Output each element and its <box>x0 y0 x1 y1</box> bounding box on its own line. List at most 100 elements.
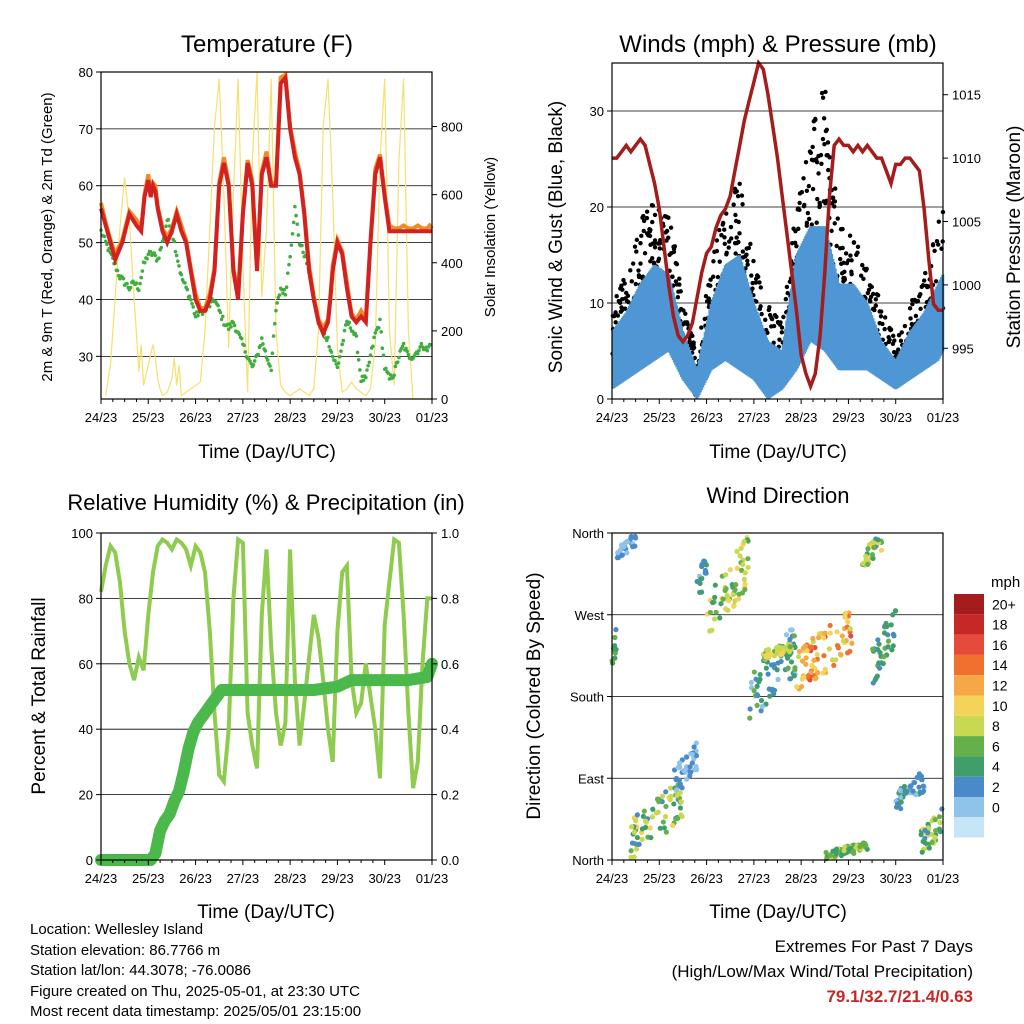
direction-point <box>707 609 713 616</box>
temperature-ytick-label: 80 <box>79 65 93 80</box>
gust-point <box>784 284 790 290</box>
dewpoint-point <box>239 336 244 341</box>
gust-point <box>754 299 759 304</box>
gust-point <box>778 320 783 325</box>
winds-ytick-right-label: 995 <box>952 341 974 356</box>
temperature-ytick-label: 30 <box>79 349 93 364</box>
dewpoint-point <box>185 287 190 292</box>
gust-point <box>668 225 674 230</box>
gust-point <box>649 256 655 261</box>
direction-point <box>675 765 681 771</box>
dewpoint-point <box>145 256 149 261</box>
gust-point <box>930 243 936 248</box>
gust-point <box>915 298 921 304</box>
direction-point <box>869 552 876 558</box>
direction-point <box>845 619 851 625</box>
humidity-title: Relative Humidity (%) & Precipitation (i… <box>67 490 464 515</box>
gust-point <box>620 287 625 292</box>
gust-point <box>907 306 913 311</box>
direction-point <box>660 819 666 825</box>
gust-point <box>866 287 872 293</box>
gust-point <box>898 338 904 344</box>
direction-point <box>792 665 798 671</box>
direction-point <box>791 633 797 639</box>
direction-point <box>813 675 819 681</box>
gust-point <box>647 233 653 239</box>
direction-point <box>926 845 932 851</box>
gust-point <box>652 238 658 243</box>
direction-point <box>802 643 809 649</box>
gust-point <box>638 261 643 266</box>
gust-point <box>910 301 915 307</box>
direction-point <box>822 630 828 636</box>
gust-point <box>849 258 854 263</box>
direction-point <box>642 824 649 831</box>
dewpoint-point <box>216 303 220 308</box>
speed-colorbar: 20+ 18 16 14 12 10 8 6 4 2 0 <box>954 594 1016 838</box>
direction-ytick-label: North <box>572 853 604 868</box>
dewpoint-point <box>356 357 361 362</box>
direction-point <box>841 848 847 854</box>
direction-point <box>741 576 747 582</box>
gust-point <box>887 337 892 343</box>
dewpoint-point <box>373 331 378 335</box>
dewpoint-point <box>263 349 268 353</box>
direction-point <box>826 646 832 652</box>
direction-point <box>788 659 795 665</box>
dewpoint-point <box>173 249 178 254</box>
gust-point <box>759 311 764 317</box>
gust-point <box>664 228 670 234</box>
humidity-ytick-label: 20 <box>79 788 93 803</box>
direction-point <box>919 849 925 855</box>
direction-point <box>732 587 738 593</box>
dewpoint-point <box>177 264 181 268</box>
direction-point <box>796 648 803 655</box>
x-tick-label: 27/23 <box>227 410 260 425</box>
direction-point <box>683 776 690 782</box>
direction-point <box>803 661 809 667</box>
winds-ytick-right-label: 1000 <box>952 278 981 293</box>
direction-point <box>771 662 777 668</box>
x-tick-label: 29/23 <box>321 410 354 425</box>
gust-point <box>913 313 919 319</box>
direction-point <box>822 666 828 672</box>
dewpoint-point <box>419 341 424 346</box>
gust-point <box>619 283 624 288</box>
direction-point <box>736 596 742 602</box>
gust-point <box>918 306 923 312</box>
dewpoint-point <box>265 358 270 362</box>
temp-2m-line <box>99 72 432 339</box>
gust-point <box>641 218 647 224</box>
gust-point <box>750 286 755 291</box>
dewpoint-point <box>336 361 341 365</box>
direction-point <box>687 764 693 770</box>
gust-point <box>838 256 843 262</box>
direction-point <box>834 629 840 635</box>
x-tick-label: 01/23 <box>416 410 449 425</box>
direction-point <box>821 653 827 659</box>
x-tick-label: 30/23 <box>368 871 401 886</box>
station-latlon: Station lat/lon: 44.3078; -76.0086 <box>30 962 252 979</box>
temperature-ytick-label: 50 <box>79 236 93 251</box>
gust-point <box>932 248 937 254</box>
gust-point <box>711 259 716 264</box>
direction-point <box>847 626 853 632</box>
dewpoint-point <box>350 329 355 334</box>
dewpoint-point <box>277 293 282 297</box>
dewpoint-point <box>405 349 409 354</box>
extremes-title: Extremes For Past 7 Days <box>774 937 973 956</box>
direction-point <box>863 553 869 559</box>
direction-ytick-label: East <box>578 771 604 786</box>
temperature-ytick-right-label: 800 <box>441 120 463 135</box>
gust-point <box>769 316 775 322</box>
colorbar-label: 6 <box>992 738 1000 754</box>
gust-point <box>832 221 837 226</box>
dewpoint-point <box>287 262 291 267</box>
winds-ytick-right-label: 1015 <box>952 88 981 103</box>
gust-point <box>936 219 942 224</box>
wind-series <box>611 226 945 399</box>
dewpoint-point <box>218 310 223 315</box>
dewpoint-point <box>348 326 353 330</box>
gust-point <box>855 244 861 250</box>
direction-point <box>877 649 883 656</box>
